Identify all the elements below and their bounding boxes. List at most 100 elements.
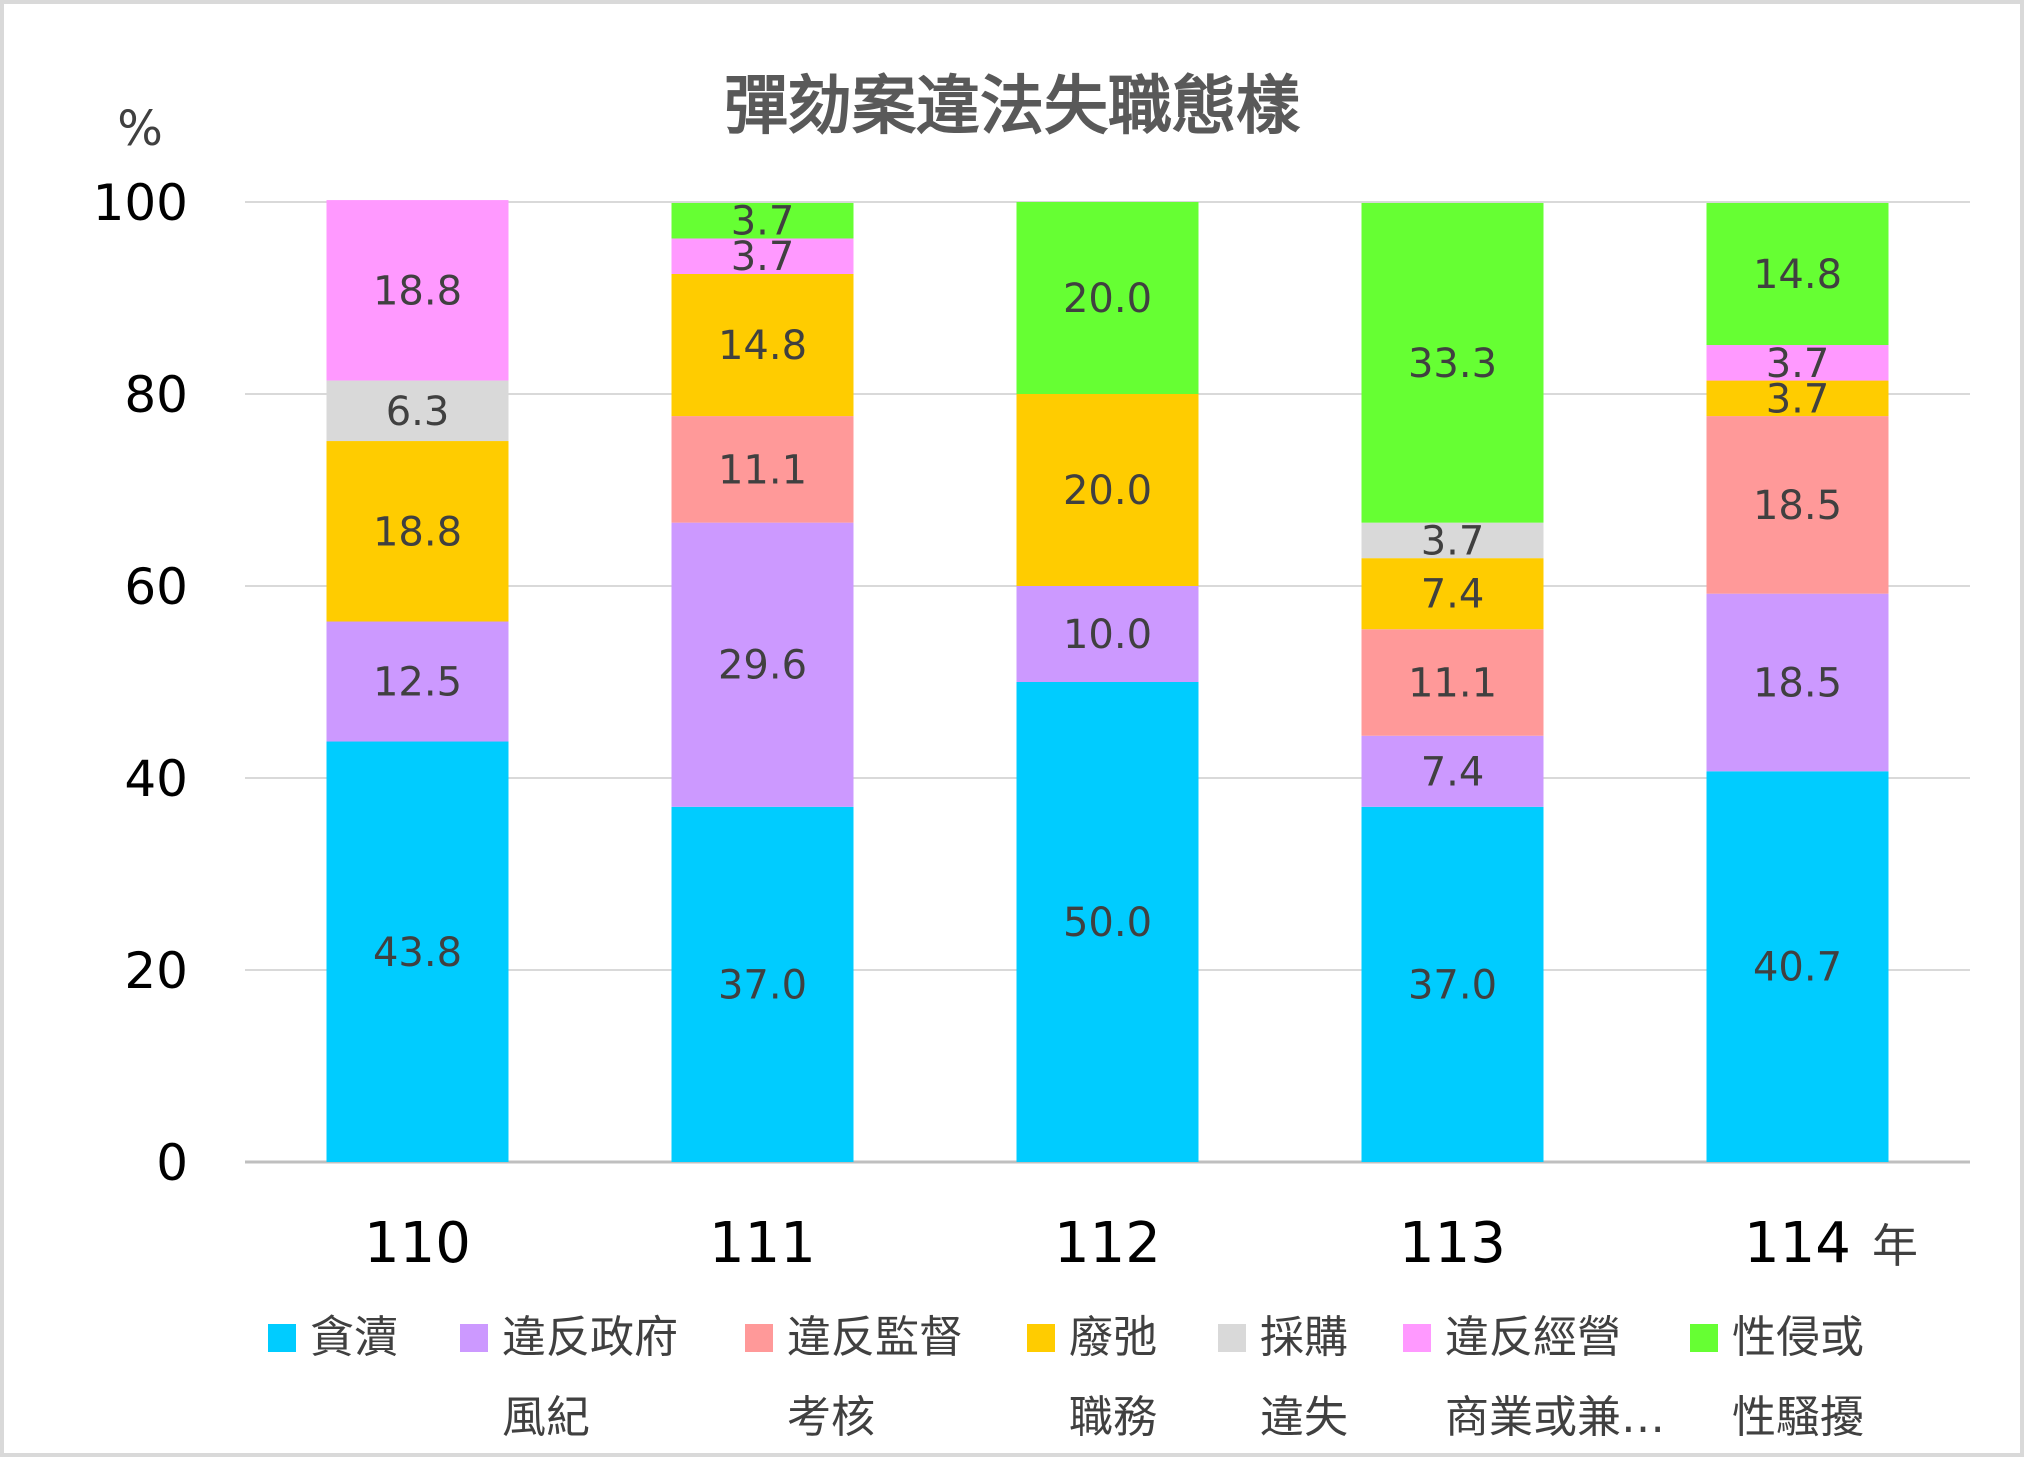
y-tick-label: 60	[124, 558, 188, 616]
x-tick-label: 110	[364, 1211, 471, 1276]
legend-swatch	[460, 1324, 488, 1352]
legend-label: 違反政府	[502, 1312, 678, 1363]
bar-segment	[1706, 416, 1889, 594]
bar-segment	[1361, 806, 1544, 1162]
bar-group-112: 50.0 10.0 20.0 20.0	[1016, 202, 1199, 1162]
data-label: 20.0	[1063, 468, 1152, 514]
bar-segment	[1361, 629, 1544, 736]
data-label: 11.1	[1408, 660, 1497, 706]
x-tick-label: 114	[1744, 1211, 1851, 1276]
legend-label: 職務	[1069, 1392, 1157, 1443]
data-label: 50.0	[1063, 900, 1152, 946]
data-label: 3.7	[731, 199, 795, 245]
bar-group-114: 40.7 18.5 18.5 3.73.7 14.8	[1706, 202, 1889, 1162]
data-label: 11.1	[718, 447, 807, 493]
data-label: 40.7	[1753, 945, 1842, 991]
legend-label: 違反監督	[787, 1312, 963, 1363]
data-label: 3.7	[1766, 341, 1830, 387]
legend-swatch	[268, 1324, 296, 1352]
data-label: 18.5	[1753, 483, 1842, 529]
legend-item: 貪瀆	[268, 1312, 398, 1363]
legend-label: 風紀	[502, 1392, 590, 1443]
bar-segment	[671, 238, 854, 274]
legend-swatch	[745, 1324, 773, 1352]
data-label: 14.8	[718, 323, 807, 369]
legend-label: 違反經營	[1445, 1312, 1621, 1363]
data-label: 18.8	[373, 268, 462, 314]
y-axis-ticks: 0 20 40 60 80 100	[93, 174, 188, 1192]
y-tick-label: 0	[156, 1134, 188, 1192]
y-tick-label: 80	[124, 366, 188, 424]
data-label: 3.7	[1421, 518, 1485, 564]
data-label: 3.7	[731, 234, 795, 280]
bar-segment	[1361, 558, 1544, 630]
bar-segment	[671, 806, 854, 1162]
y-tick-label: 20	[124, 942, 188, 1000]
legend-label: 性騷擾	[1732, 1392, 1864, 1443]
bar-segment	[671, 522, 854, 807]
bar-segment	[1016, 202, 1199, 394]
y-tick-label: 40	[124, 750, 188, 808]
bar-segment	[671, 416, 854, 523]
y-unit-label: %	[117, 101, 163, 157]
bar-segment	[671, 274, 854, 417]
bar-group-113: 37.0 7.4 11.1 7.4 3.7 33.3	[1361, 202, 1544, 1162]
data-label: 6.3	[386, 389, 450, 435]
data-label: 7.4	[1421, 749, 1485, 795]
data-label: 33.3	[1408, 341, 1497, 387]
legend-swatch	[1403, 1324, 1431, 1352]
legend-item: 違反經營商業或兼…	[1403, 1312, 1665, 1443]
x-axis-ticks: 110 111 112 113 114	[364, 1211, 1851, 1276]
bar-segment	[1361, 735, 1544, 807]
data-label: 18.8	[373, 509, 462, 555]
bars: 43.812.518.86.318.837.029.611.114.83.73.…	[326, 199, 1889, 1162]
legend-label: 商業或兼…	[1445, 1392, 1665, 1443]
legend-label: 採購	[1260, 1312, 1348, 1363]
bar-segment	[326, 380, 509, 442]
x-tick-label: 112	[1054, 1211, 1161, 1276]
legend-swatch	[1690, 1324, 1718, 1352]
bar-segment	[1706, 593, 1889, 772]
bar-segment	[1361, 522, 1544, 559]
data-label: 37.0	[1408, 962, 1497, 1008]
data-label: 18.5	[1753, 660, 1842, 706]
x-unit-label: 年	[1872, 1219, 1918, 1273]
bar-segment	[1361, 202, 1544, 523]
chart-title: 彈劾案違法失職態樣	[724, 70, 1301, 144]
x-tick-label: 111	[709, 1211, 816, 1276]
data-label: 20.0	[1063, 276, 1152, 322]
data-label: 29.6	[718, 643, 807, 689]
bar-group-110: 43.8 12.5 18.8 6.3 18.8	[326, 200, 509, 1162]
bar-segment	[1706, 202, 1889, 346]
bar-group-111: 37.0 29.6 11.1 14.8 3.73.7	[671, 199, 854, 1162]
bar-segment	[671, 202, 854, 239]
bar-segment	[1706, 345, 1889, 381]
legend-label: 廢弛	[1069, 1312, 1157, 1363]
data-label: 10.0	[1063, 612, 1152, 658]
data-label: 14.8	[1753, 252, 1842, 298]
data-label: 37.0	[718, 962, 807, 1008]
bar-segment	[326, 621, 509, 742]
bar-segment	[326, 200, 509, 381]
y-tick-label: 100	[93, 174, 188, 232]
legend-swatch	[1218, 1324, 1246, 1352]
bar-segment	[1706, 771, 1889, 1162]
data-label: 43.8	[373, 930, 462, 976]
legend-label: 考核	[787, 1392, 875, 1443]
bar-segment	[1016, 394, 1199, 586]
data-label: 3.7	[1766, 376, 1830, 422]
bar-segment	[1706, 380, 1889, 417]
bar-segment	[1016, 586, 1199, 682]
legend-label: 貪瀆	[310, 1312, 398, 1363]
x-tick-label: 113	[1399, 1211, 1506, 1276]
data-label: 7.4	[1421, 572, 1485, 618]
data-label: 12.5	[373, 660, 462, 706]
legend-label: 性侵或	[1732, 1312, 1864, 1363]
